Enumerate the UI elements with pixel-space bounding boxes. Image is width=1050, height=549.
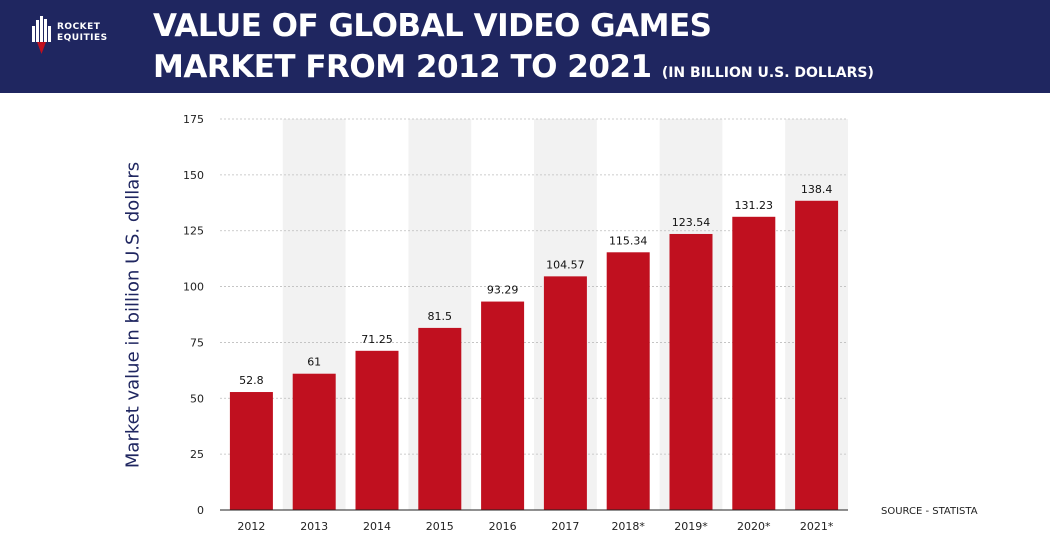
title-line-2-text: MARKET FROM 2012 TO 2021: [153, 49, 652, 85]
header-banner: ROCKET EQUITIES VALUE OF GLOBAL VIDEO GA…: [0, 0, 1050, 93]
rocket-logo-icon: [32, 16, 51, 54]
bar: [732, 216, 776, 510]
y-tick-label: 0: [197, 504, 204, 517]
data-label: 115.34: [609, 234, 648, 247]
title-line-1: VALUE OF GLOBAL VIDEO GAMES: [153, 8, 712, 44]
data-label: 81.5: [428, 310, 453, 323]
data-label: 61: [307, 356, 321, 369]
y-tick-label: 175: [183, 113, 204, 126]
x-tick-label: 2014: [363, 520, 391, 533]
y-tick-label: 50: [190, 392, 204, 405]
y-axis-label: Market value in billion U.S. dollars: [122, 161, 144, 469]
x-tick-label: 2018*: [611, 520, 645, 533]
bar: [292, 373, 336, 510]
x-tick-label: 2015: [426, 520, 454, 533]
brand-line-1: ROCKET: [57, 22, 101, 32]
brand-line-2: EQUITIES: [57, 33, 108, 43]
brand-name: ROCKET EQUITIES: [57, 22, 108, 44]
y-tick-label: 125: [183, 225, 204, 238]
page-title: VALUE OF GLOBAL VIDEO GAMES MARKET FROM …: [153, 6, 874, 94]
data-label: 123.54: [672, 216, 711, 229]
x-tick-label: 2013: [300, 520, 328, 533]
data-label: 93.29: [487, 284, 519, 297]
x-tick-label: 2017: [551, 520, 579, 533]
x-tick-label: 2019*: [674, 520, 708, 533]
title-unit: (IN BILLION U.S. DOLLARS): [661, 65, 874, 81]
y-tick-label: 25: [190, 448, 204, 461]
data-label: 71.25: [361, 333, 393, 346]
x-tick-label: 2016: [489, 520, 517, 533]
bar: [418, 327, 462, 510]
bar: [543, 276, 587, 510]
bar-chart: 0 25 50 75 100 125 150 175 52.8 2012 61 2013 71.25 20…: [183, 113, 848, 533]
data-label: 104.57: [546, 258, 585, 271]
y-tick-label: 100: [183, 281, 204, 294]
bar: [481, 301, 525, 510]
y-tick-label: 75: [190, 336, 204, 349]
bar: [795, 200, 839, 511]
bar: [669, 233, 713, 510]
x-tick-label: 2021*: [800, 520, 834, 533]
title-line-2: MARKET FROM 2012 TO 2021 (IN BILLION U.S…: [153, 47, 874, 94]
bar: [606, 252, 650, 510]
x-tick-label: 2020*: [737, 520, 771, 533]
bar: [229, 392, 273, 510]
y-tick-label: 150: [183, 169, 204, 182]
bar: [355, 350, 399, 510]
data-label: 138.4: [801, 183, 833, 196]
x-tick-label: 2012: [237, 520, 265, 533]
source-note: SOURCE - STATISTA: [881, 506, 978, 517]
data-label: 52.8: [239, 374, 264, 387]
data-label: 131.23: [735, 199, 774, 212]
